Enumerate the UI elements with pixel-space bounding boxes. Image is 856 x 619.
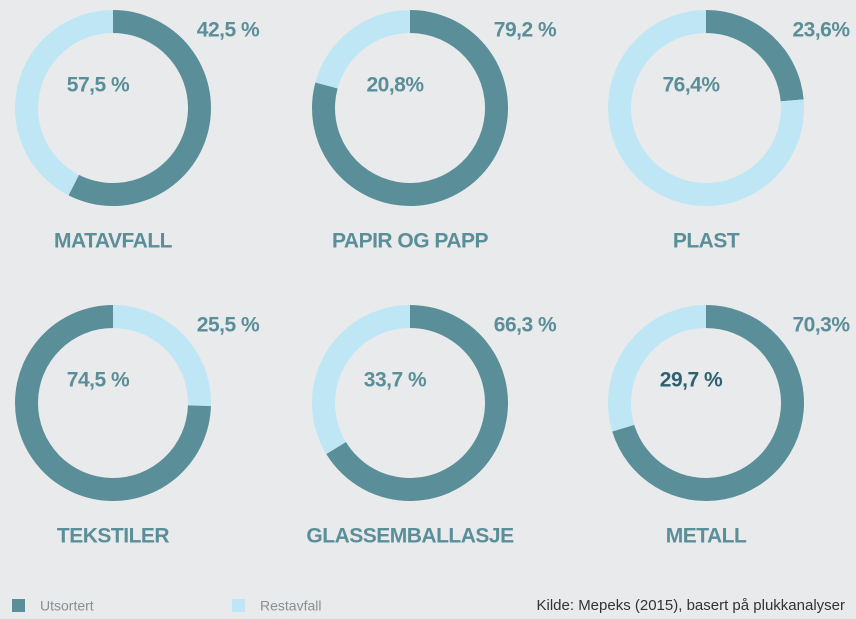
value-label: 25,5 % <box>197 314 260 337</box>
chart-title: MATAVFALL <box>54 230 173 253</box>
donut-slice <box>113 305 212 407</box>
chart-title: PLAST <box>673 230 740 253</box>
value-label: 79,2 % <box>494 19 557 42</box>
donut-slice <box>315 10 410 89</box>
value-label: 74,5 % <box>67 369 130 392</box>
chart-title: TEKSTILER <box>57 525 170 548</box>
value-label: 33,7 % <box>364 369 427 392</box>
chart-title: GLASSEMBALLASJE <box>306 525 514 548</box>
value-label: 70,3% <box>792 314 850 337</box>
chart-title: METALL <box>666 525 747 548</box>
value-label: 23,6% <box>792 19 850 42</box>
legend-label: Restavfall <box>260 598 321 614</box>
legend-swatch <box>232 599 245 612</box>
value-label: 20,8% <box>366 74 424 97</box>
donut-slice <box>608 305 706 432</box>
donut-slice <box>68 10 211 206</box>
chart-title: PAPIR OG PAPP <box>332 230 489 253</box>
legend-label: Utsortert <box>40 598 94 614</box>
value-label: 29,7 % <box>660 369 723 392</box>
source: Kilde: Mepeks (2015), basert på plukkana… <box>537 597 846 614</box>
legend-swatch <box>12 599 25 612</box>
donut-slice <box>312 305 410 454</box>
value-label: 66,3 % <box>494 314 557 337</box>
value-label: 57,5 % <box>67 74 130 97</box>
donut-slice <box>706 10 804 102</box>
value-label: 42,5 % <box>197 19 260 42</box>
donut-slice <box>14 10 113 196</box>
value-label: 76,4% <box>662 74 720 97</box>
